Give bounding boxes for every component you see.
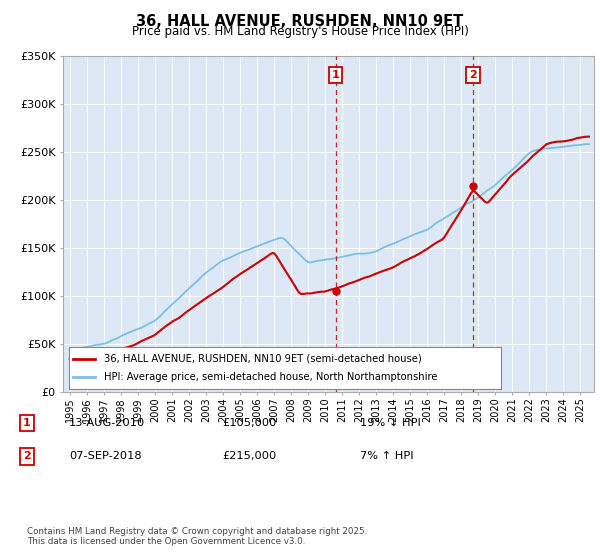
Text: 2: 2 xyxy=(23,451,31,461)
Text: 2: 2 xyxy=(469,70,477,80)
Text: 36, HALL AVENUE, RUSHDEN, NN10 9ET (semi-detached house): 36, HALL AVENUE, RUSHDEN, NN10 9ET (semi… xyxy=(104,354,421,364)
Text: 13-AUG-2010: 13-AUG-2010 xyxy=(69,418,145,428)
Text: 36, HALL AVENUE, RUSHDEN, NN10 9ET: 36, HALL AVENUE, RUSHDEN, NN10 9ET xyxy=(136,14,464,29)
Text: 1: 1 xyxy=(23,418,31,428)
Text: £105,000: £105,000 xyxy=(222,418,277,428)
Text: 7% ↑ HPI: 7% ↑ HPI xyxy=(360,451,413,461)
Text: 1: 1 xyxy=(332,70,340,80)
Text: 07-SEP-2018: 07-SEP-2018 xyxy=(69,451,142,461)
Text: £215,000: £215,000 xyxy=(222,451,276,461)
Text: HPI: Average price, semi-detached house, North Northamptonshire: HPI: Average price, semi-detached house,… xyxy=(104,372,437,382)
Text: Price paid vs. HM Land Registry's House Price Index (HPI): Price paid vs. HM Land Registry's House … xyxy=(131,25,469,38)
Text: Contains HM Land Registry data © Crown copyright and database right 2025.
This d: Contains HM Land Registry data © Crown c… xyxy=(27,526,367,546)
Text: 19% ↓ HPI: 19% ↓ HPI xyxy=(360,418,421,428)
